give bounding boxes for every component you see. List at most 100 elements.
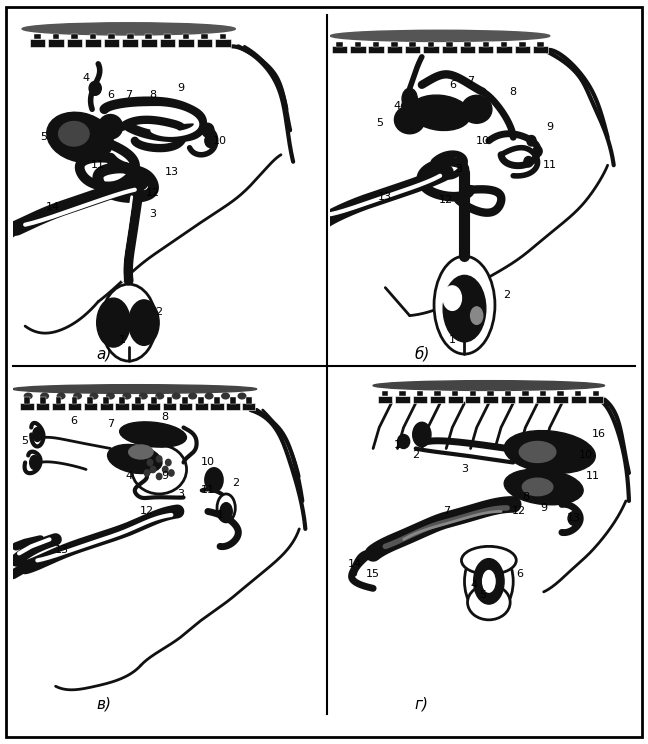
Text: 12: 12 xyxy=(439,195,453,205)
Bar xyxy=(135,397,141,404)
Bar xyxy=(84,403,97,410)
Text: 6: 6 xyxy=(107,90,114,100)
Bar xyxy=(533,46,548,54)
Bar xyxy=(593,391,599,397)
Bar xyxy=(141,39,157,47)
Bar xyxy=(430,396,445,403)
Ellipse shape xyxy=(524,156,533,167)
Text: 5: 5 xyxy=(376,118,383,128)
Bar xyxy=(211,403,224,410)
Text: 10: 10 xyxy=(213,135,227,146)
Bar xyxy=(40,397,45,404)
Bar xyxy=(395,396,410,403)
Ellipse shape xyxy=(156,473,162,480)
Bar xyxy=(410,42,416,47)
Ellipse shape xyxy=(504,431,596,473)
Text: 1: 1 xyxy=(216,510,224,520)
Bar xyxy=(483,42,489,47)
Text: 2: 2 xyxy=(156,307,163,317)
Bar xyxy=(483,396,498,403)
Bar xyxy=(52,33,60,39)
Bar xyxy=(20,403,34,410)
Text: 14: 14 xyxy=(348,559,362,569)
Bar xyxy=(179,403,192,410)
Bar xyxy=(553,396,568,403)
Bar xyxy=(470,391,476,397)
Bar xyxy=(369,46,384,54)
Bar xyxy=(428,42,434,47)
Bar xyxy=(131,403,145,410)
Text: б): б) xyxy=(414,346,430,362)
Bar xyxy=(68,403,81,410)
Bar xyxy=(571,396,586,403)
Bar xyxy=(537,42,544,47)
Text: 12: 12 xyxy=(140,507,154,516)
Bar xyxy=(108,33,115,39)
Bar xyxy=(399,391,406,397)
Ellipse shape xyxy=(156,456,162,462)
Bar xyxy=(500,396,515,403)
Bar xyxy=(435,391,441,397)
Bar xyxy=(215,39,231,47)
Text: 4: 4 xyxy=(125,472,132,481)
Ellipse shape xyxy=(172,394,180,399)
Bar xyxy=(56,397,62,404)
Ellipse shape xyxy=(443,286,461,310)
Text: 2: 2 xyxy=(412,450,419,461)
Bar xyxy=(354,42,361,47)
Bar xyxy=(86,39,101,47)
Bar xyxy=(557,391,564,397)
Text: 7: 7 xyxy=(107,419,114,429)
Bar xyxy=(159,39,175,47)
Bar xyxy=(163,403,176,410)
Text: 4: 4 xyxy=(470,580,477,590)
Ellipse shape xyxy=(163,466,168,472)
Ellipse shape xyxy=(30,455,39,469)
Text: 3: 3 xyxy=(150,209,157,219)
Ellipse shape xyxy=(220,503,232,520)
Text: 6: 6 xyxy=(449,80,456,90)
Bar xyxy=(536,396,550,403)
Text: 13: 13 xyxy=(54,545,69,555)
Text: 8: 8 xyxy=(510,87,516,97)
Ellipse shape xyxy=(22,23,235,35)
Ellipse shape xyxy=(57,394,65,399)
Bar xyxy=(448,396,463,403)
Ellipse shape xyxy=(47,112,113,162)
Ellipse shape xyxy=(156,394,163,399)
Bar xyxy=(90,33,97,39)
Bar xyxy=(373,42,380,47)
Ellipse shape xyxy=(205,394,213,399)
Ellipse shape xyxy=(443,275,486,341)
Ellipse shape xyxy=(101,284,156,361)
Text: 10: 10 xyxy=(579,450,594,461)
Text: 1: 1 xyxy=(449,335,456,345)
Bar xyxy=(30,39,45,47)
Ellipse shape xyxy=(222,394,229,399)
Ellipse shape xyxy=(481,569,496,594)
Text: 12: 12 xyxy=(146,188,160,198)
Bar xyxy=(147,403,160,410)
Bar xyxy=(103,397,109,404)
Bar xyxy=(413,396,428,403)
Ellipse shape xyxy=(58,121,89,146)
Ellipse shape xyxy=(189,394,196,399)
Bar xyxy=(104,39,119,47)
Text: 5: 5 xyxy=(480,590,486,600)
Bar xyxy=(242,403,255,410)
Bar xyxy=(230,397,236,404)
Bar xyxy=(487,391,494,397)
Text: 7: 7 xyxy=(125,90,132,100)
Bar xyxy=(196,39,212,47)
Text: 11: 11 xyxy=(91,160,105,170)
Text: 14: 14 xyxy=(45,202,60,212)
Ellipse shape xyxy=(238,394,246,399)
Text: 13: 13 xyxy=(378,192,392,202)
Bar xyxy=(87,397,93,404)
Ellipse shape xyxy=(461,546,516,574)
Ellipse shape xyxy=(41,394,49,399)
Text: 3: 3 xyxy=(177,489,184,499)
Text: 7: 7 xyxy=(467,77,474,86)
Bar xyxy=(34,33,41,39)
Ellipse shape xyxy=(527,135,536,146)
